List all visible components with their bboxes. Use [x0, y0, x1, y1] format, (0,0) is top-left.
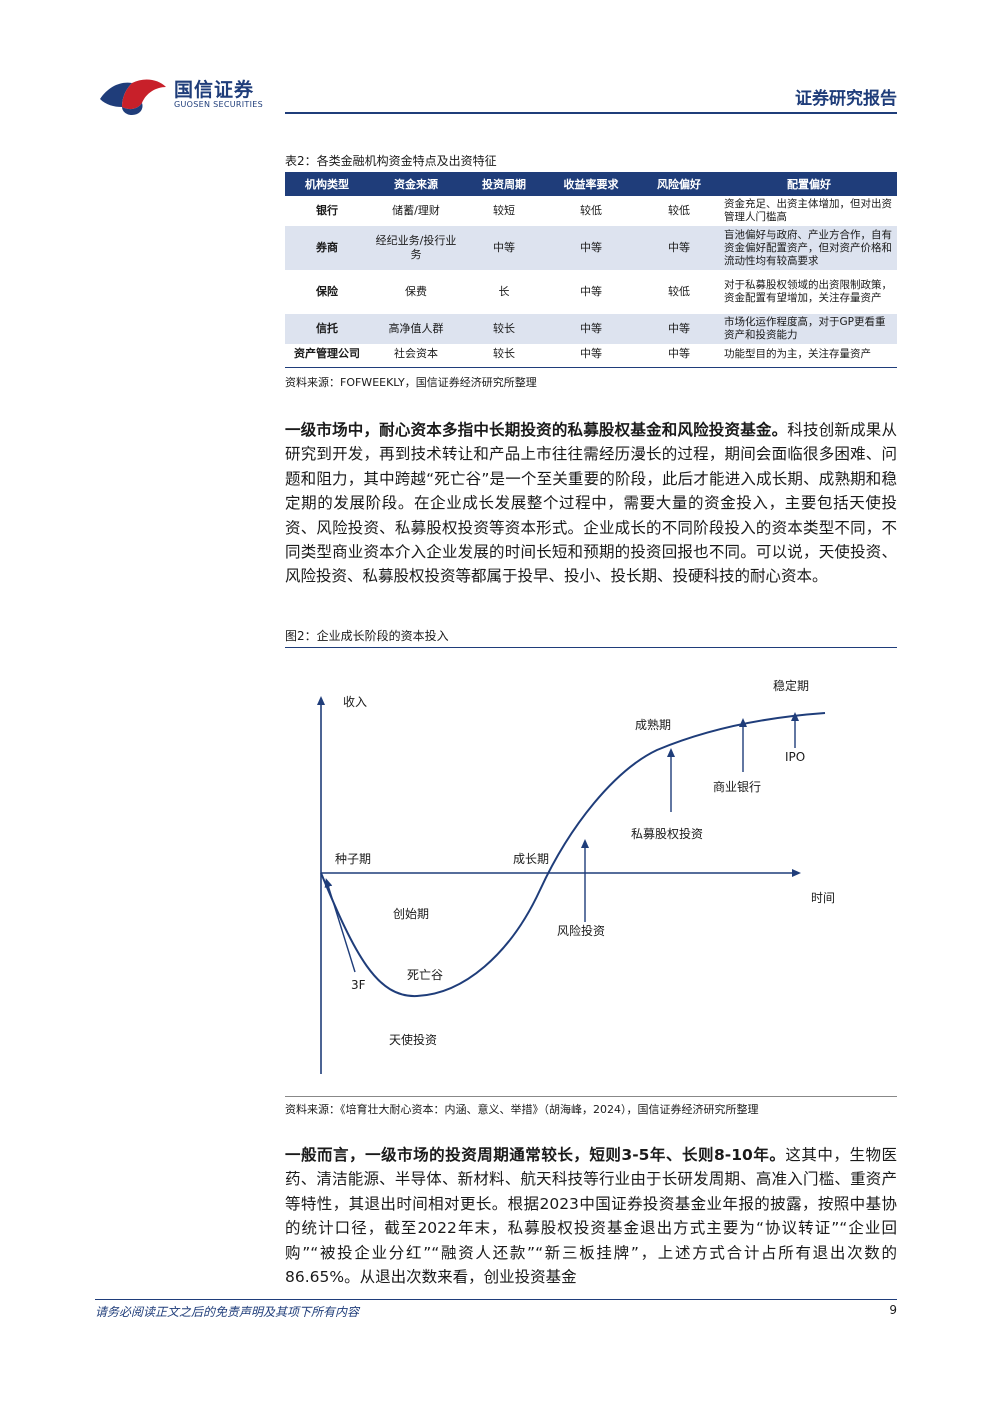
logo-text-cn: 国信证券: [174, 79, 255, 101]
table-cell: 保费: [369, 270, 463, 314]
table-cell: 中等: [637, 226, 721, 270]
paragraph-lead: 一级市场中，耐心资本多指中长期投资的私募股权基金和风险投资基金。: [285, 421, 788, 439]
table-cell: 社会资本: [369, 344, 463, 364]
table-caption: 表2：各类金融机构资金特点及出资特征: [285, 154, 497, 168]
table-row: 保险 保费 长 中等 较低 对于私募股权领域的出资限制政策，资金配置有望增加，关…: [285, 270, 897, 314]
capital-label: 天使投资: [389, 1032, 437, 1047]
table-cell: 信托: [285, 314, 369, 344]
table-header-row: 机构类型 资金来源 投资周期 收益率要求 风险偏好 配置偏好: [285, 172, 897, 196]
capital-label: 商业银行: [713, 779, 761, 794]
institution-funds-table: 机构类型 资金来源 投资周期 收益率要求 风险偏好 配置偏好 银行 储蓄/理财 …: [285, 172, 897, 364]
capital-label: 私募股权投资: [631, 826, 703, 841]
table-cell: 中等: [463, 226, 545, 270]
column-header: 资金来源: [369, 172, 463, 196]
table-cell: 中等: [545, 226, 637, 270]
table-cell: 较低: [545, 196, 637, 226]
table-cell: 高净值人群: [369, 314, 463, 344]
page-number: 9: [889, 1303, 897, 1317]
capital-label: IPO: [785, 750, 805, 764]
growth-stage-diagram: 收入 时间 种子期 创始期 死亡谷 成长期 成熟期 稳定期 3F 天使投资 风险…: [317, 678, 835, 1074]
table-cell: 长: [463, 270, 545, 314]
table-cell: 中等: [545, 270, 637, 314]
table-cell: 经纪业务/投行业务: [369, 226, 463, 270]
table-cell: 银行: [285, 196, 369, 226]
figure-bottom-rule: [285, 1096, 897, 1097]
figure-source: 资料来源：《培育壮大耐心资本：内涵、意义、举措》（胡海峰，2024），国信证券经…: [285, 1103, 759, 1116]
table-row: 资产管理公司 社会资本 较长 中等 中等 功能型目的为主，关注存量资产: [285, 344, 897, 364]
table-cell: 中等: [545, 314, 637, 344]
figure-top-rule: [285, 647, 897, 648]
table-cell: 较长: [463, 314, 545, 344]
table-cell: 保险: [285, 270, 369, 314]
table-row: 银行 储蓄/理财 较短 较低 较低 资金充足、出资主体增加，但对出资管理人门槛高: [285, 196, 897, 226]
table-bottom-rule: [285, 367, 897, 368]
header-divider: [285, 112, 897, 114]
capital-label: 风险投资: [557, 923, 605, 938]
y-axis-label: 收入: [343, 695, 367, 709]
table-cell: 盲池偏好与政府、产业方合作，自有资金偏好配置资产，但对资产价格和流动性均有较高要…: [721, 226, 897, 270]
column-header: 投资周期: [463, 172, 545, 196]
stage-label: 成熟期: [635, 717, 671, 732]
table-cell: 中等: [637, 314, 721, 344]
footer-disclaimer: 请务必阅读正文之后的免责声明及其项下所有内容: [95, 1305, 360, 1319]
table-cell: 较低: [637, 270, 721, 314]
column-header: 风险偏好: [637, 172, 721, 196]
table-cell: 中等: [545, 344, 637, 364]
guosen-logo-icon: [100, 79, 166, 115]
x-axis-label: 时间: [811, 891, 835, 905]
arrow-3f-icon: [324, 878, 356, 973]
company-logo: 国信证券 GUOSEN SECURITIES: [98, 73, 278, 117]
column-header: 收益率要求: [545, 172, 637, 196]
report-type-label: 证券研究报告: [795, 89, 897, 109]
figure-caption: 图2：企业成长阶段的资本投入: [285, 629, 449, 643]
table-row: 券商 经纪业务/投行业务 中等 中等 中等 盲池偏好与政府、产业方合作，自有资金…: [285, 226, 897, 270]
stage-label: 创始期: [393, 907, 429, 921]
column-header: 配置偏好: [721, 172, 897, 196]
growth-curve: [320, 712, 826, 998]
stage-label: 死亡谷: [407, 968, 443, 982]
paragraph-text: 科技创新成果从研究到开发，再到技术转让和产品上市往往需经历漫长的过程，期间会面临…: [285, 421, 897, 586]
stage-label: 成长期: [513, 852, 549, 866]
footer-divider: [95, 1299, 897, 1300]
table-cell: 对于私募股权领域的出资限制政策，资金配置有望增加，关注存量资产: [721, 270, 897, 314]
table-cell: 较短: [463, 196, 545, 226]
table-cell: 较长: [463, 344, 545, 364]
stage-label: 种子期: [335, 852, 371, 866]
column-header: 机构类型: [285, 172, 369, 196]
stage-label: 稳定期: [773, 678, 809, 693]
table-row: 信托 高净值人群 较长 中等 中等 市场化运作程度高，对于GP更看重资产和投资能…: [285, 314, 897, 344]
table-cell: 较低: [637, 196, 721, 226]
capital-label: 3F: [351, 978, 366, 992]
table-cell: 券商: [285, 226, 369, 270]
table-cell: 储蓄/理财: [369, 196, 463, 226]
paragraph-lead: 一般而言，一级市场的投资周期通常较长，短则3-5年、长则8-10年。: [285, 1146, 786, 1164]
table-cell: 中等: [637, 344, 721, 364]
paragraph-text: 这其中，生物医药、清洁能源、半导体、新材料、航天科技等行业由于长研发周期、高准入…: [285, 1146, 897, 1287]
table-cell: 资金充足、出资主体增加，但对出资管理人门槛高: [721, 196, 897, 226]
logo-text-en: GUOSEN SECURITIES: [174, 100, 263, 109]
table-cell: 市场化运作程度高，对于GP更看重资产和投资能力: [721, 314, 897, 344]
body-paragraph-1: 一级市场中，耐心资本多指中长期投资的私募股权基金和风险投资基金。科技创新成果从研…: [285, 418, 897, 589]
table-cell: 资产管理公司: [285, 344, 369, 364]
table-cell: 功能型目的为主，关注存量资产: [721, 344, 897, 364]
table-source: 资料来源：FOFWEEKLY，国信证券经济研究所整理: [285, 376, 537, 389]
body-paragraph-2: 一般而言，一级市场的投资周期通常较长，短则3-5年、长则8-10年。这其中，生物…: [285, 1143, 897, 1289]
